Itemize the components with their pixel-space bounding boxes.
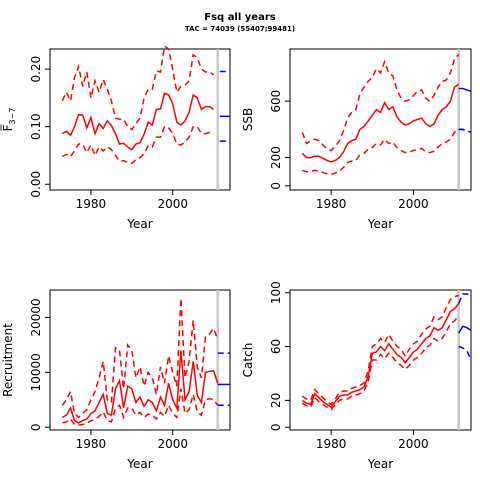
recruitment-xtick-label: 1980 bbox=[76, 437, 107, 451]
fbar-xtick-label: 2000 bbox=[157, 197, 188, 211]
catch-series-lower bbox=[301, 315, 460, 411]
recruitment-ytick-label: 0 bbox=[29, 423, 43, 431]
catch-series-observed bbox=[301, 303, 460, 409]
ssb-projection-lower bbox=[458, 128, 472, 133]
ssb-series-upper bbox=[301, 54, 460, 152]
fbar-series-estimate bbox=[61, 92, 215, 151]
fbar-ytick-label: 0.00 bbox=[29, 171, 43, 198]
ssb-xlabel: Year bbox=[367, 217, 393, 231]
catch-xlabel: Year bbox=[367, 457, 393, 471]
recruitment-series-estimate bbox=[61, 350, 219, 424]
fbar-series-upper bbox=[61, 44, 215, 131]
recruitment-frame bbox=[49, 289, 231, 431]
fbar-ytick-label: 0.10 bbox=[29, 113, 43, 140]
panel-fbar: 1980 2000 0.00 0.10 0.20 Year F̅3−7 bbox=[0, 44, 231, 231]
fbar-xlabel: Year bbox=[126, 217, 152, 231]
recruitment-series-upper bbox=[61, 298, 219, 419]
recruitment-xtick-label: 2000 bbox=[157, 437, 188, 451]
catch-xtick-label: 2000 bbox=[398, 437, 429, 451]
panel-ssb: 1980 2000 0 200 600 Year SSB bbox=[241, 48, 472, 231]
catch-ytick-label: 60 bbox=[269, 339, 283, 354]
catch-ylabel: Catch bbox=[241, 343, 255, 378]
ssb-xtick-label: 2000 bbox=[398, 197, 429, 211]
ssb-ytick-label: 0 bbox=[269, 182, 283, 190]
fbar-frame bbox=[49, 48, 231, 191]
figure-subtitle: TAC = 74039 (55407;99481) bbox=[185, 25, 295, 33]
catch-projection-estimate bbox=[458, 325, 472, 334]
ssb-ytick-label: 200 bbox=[269, 146, 283, 169]
catch-series-upper bbox=[301, 294, 459, 406]
ssb-ytick-label: 600 bbox=[269, 90, 283, 113]
ssb-xtick-label: 1980 bbox=[316, 197, 347, 211]
ssb-projection-estimate bbox=[458, 87, 472, 93]
recruitment-series-lower bbox=[62, 388, 219, 426]
panel-catch: 1980 2000 0 20 60 100 Year Catch bbox=[241, 281, 472, 471]
ssb-series-estimate bbox=[301, 83, 460, 163]
fbar-ytick-label: 0.20 bbox=[29, 56, 43, 83]
ssb-frame bbox=[289, 48, 472, 191]
fbar-xtick-label: 1980 bbox=[76, 197, 107, 211]
catch-xtick-label: 1980 bbox=[316, 437, 347, 451]
catch-ytick-label: 0 bbox=[269, 423, 283, 431]
ssb-ylabel: SSB bbox=[241, 108, 255, 131]
recruitment-ytick-label: 10000 bbox=[29, 353, 43, 391]
recruitment-ylabel: Recruitment bbox=[1, 323, 15, 397]
fbar-series-lower bbox=[61, 125, 214, 165]
catch-projection-upper bbox=[458, 293, 472, 304]
catch-projection-lower bbox=[458, 345, 472, 361]
catch-frame bbox=[289, 289, 472, 431]
catch-ytick-label: 100 bbox=[269, 281, 283, 304]
ssb-series-lower bbox=[302, 128, 460, 176]
fbar-ylabel: F̅3−7 bbox=[0, 108, 17, 132]
fbar-ylabel-subscript: 3−7 bbox=[8, 108, 17, 125]
catch-ytick-label: 20 bbox=[269, 393, 283, 408]
recruitment-ytick-label: 20000 bbox=[29, 298, 43, 336]
figure-title: Fsq all years bbox=[204, 12, 275, 23]
recruitment-xlabel: Year bbox=[126, 457, 152, 471]
